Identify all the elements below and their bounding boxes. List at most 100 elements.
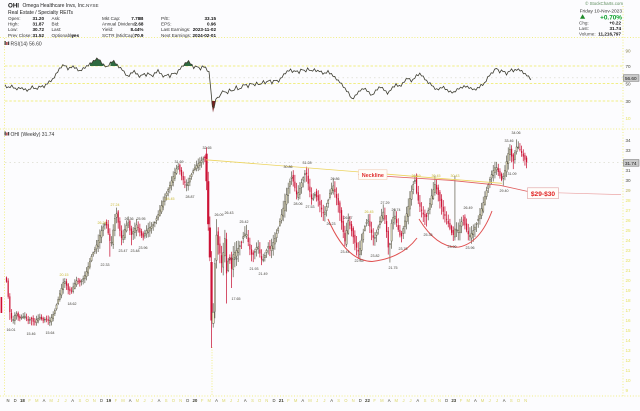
svg-text:12: 12 — [626, 358, 632, 363]
svg-text:S: S — [510, 398, 513, 403]
svg-text:J: J — [64, 398, 66, 403]
svg-text:A: A — [244, 398, 247, 403]
svg-text:21.93: 21.93 — [250, 267, 259, 271]
svg-text:Omega Healthcare Invs, Inc.: Omega Healthcare Invs, Inc. — [23, 3, 86, 9]
svg-text:20.29: 20.29 — [229, 257, 238, 261]
svg-text:2.68: 2.68 — [135, 22, 144, 27]
svg-text:15.46: 15.46 — [27, 332, 36, 336]
svg-text:31: 31 — [626, 168, 632, 173]
svg-text:F: F — [460, 398, 463, 403]
svg-text:$29-$30: $29-$30 — [531, 191, 556, 198]
svg-text:J: J — [237, 398, 239, 403]
svg-text:23.44: 23.44 — [341, 250, 350, 254]
svg-text:56.60: 56.60 — [625, 76, 637, 81]
svg-text:J: J — [151, 398, 153, 403]
svg-text:N: N — [524, 398, 527, 403]
svg-text:70.9: 70.9 — [135, 33, 144, 38]
svg-text:26.49: 26.49 — [464, 206, 473, 210]
svg-text:31.74: 31.74 — [625, 161, 637, 166]
svg-text:23: 23 — [451, 398, 456, 403]
svg-text:M: M — [35, 398, 39, 403]
svg-text:O: O — [85, 398, 89, 403]
svg-text:M: M — [308, 398, 312, 403]
svg-text:26: 26 — [626, 218, 632, 223]
svg-text:Volume:: Volume: — [579, 31, 596, 36]
svg-text:D: D — [272, 398, 275, 403]
svg-text:10: 10 — [626, 116, 632, 121]
svg-text:23.47: 23.47 — [119, 249, 128, 253]
svg-text:29: 29 — [626, 188, 632, 193]
svg-text:23.96: 23.96 — [466, 246, 475, 250]
svg-text:25.42: 25.42 — [240, 220, 249, 224]
svg-text:32.65: 32.65 — [203, 146, 212, 150]
svg-text:31.52: 31.52 — [33, 33, 45, 38]
svg-text:O: O — [517, 398, 521, 403]
svg-text:25.95: 25.95 — [137, 217, 146, 221]
svg-text:26.45: 26.45 — [365, 210, 374, 214]
svg-text:31.74: 31.74 — [610, 26, 622, 31]
svg-text:Ask:: Ask: — [52, 16, 61, 21]
svg-text:30: 30 — [626, 178, 632, 183]
svg-text:23.96: 23.96 — [139, 246, 148, 250]
svg-text:J: J — [316, 398, 318, 403]
svg-text:P/E:: P/E: — [161, 16, 170, 21]
svg-text:30: 30 — [626, 99, 632, 104]
svg-text:D: D — [186, 398, 189, 403]
svg-text:+0.22: +0.22 — [609, 20, 621, 25]
svg-text:11,216,797: 11,216,797 — [598, 31, 621, 36]
svg-text:D: D — [359, 398, 362, 403]
svg-text:17: 17 — [626, 308, 632, 313]
svg-text:A: A — [158, 398, 161, 403]
svg-text:31.87: 31.87 — [33, 22, 45, 27]
svg-text:OHI (Weekly) 31.74: OHI (Weekly) 31.74 — [11, 132, 55, 138]
svg-text:M: M — [380, 398, 384, 403]
svg-text:28.45: 28.45 — [166, 197, 175, 201]
svg-text:17.65: 17.65 — [232, 297, 241, 301]
svg-text:14: 14 — [626, 338, 632, 343]
svg-text:15.64: 15.64 — [46, 331, 55, 335]
svg-text:7.78B: 7.78B — [131, 16, 144, 21]
svg-text:9: 9 — [626, 388, 629, 393]
svg-text:26.74: 26.74 — [392, 208, 401, 212]
svg-text:34.06: 34.06 — [512, 131, 521, 135]
svg-text:Bid:: Bid: — [52, 22, 60, 27]
svg-text:N: N — [265, 398, 268, 403]
svg-text:11: 11 — [626, 368, 631, 373]
svg-text:O: O — [431, 398, 435, 403]
svg-text:23.90: 23.90 — [448, 245, 457, 249]
svg-text:33.46: 33.46 — [505, 139, 514, 143]
svg-text:J: J — [489, 398, 491, 403]
svg-text:22.35: 22.35 — [355, 259, 364, 263]
svg-text:27.24: 27.24 — [111, 203, 120, 207]
svg-text:A: A — [388, 398, 391, 403]
svg-text:Optionable:: Optionable: — [52, 33, 76, 38]
svg-text:S: S — [165, 398, 168, 403]
svg-text:Real Estate / Specialty REITs: Real Estate / Specialty REITs — [8, 10, 74, 16]
svg-text:M: M — [222, 398, 226, 403]
svg-text:30.43: 30.43 — [451, 174, 460, 178]
svg-text:N: N — [6, 398, 9, 403]
svg-text:A: A — [215, 398, 218, 403]
svg-text:18: 18 — [20, 398, 25, 403]
svg-text:M: M — [466, 398, 470, 403]
svg-text:M: M — [121, 398, 125, 403]
svg-text:O: O — [344, 398, 348, 403]
svg-text:N: N — [179, 398, 182, 403]
svg-text:16.01: 16.01 — [7, 328, 16, 332]
svg-text:33.15: 33.15 — [205, 16, 217, 21]
svg-text:27: 27 — [626, 208, 632, 213]
svg-text:D: D — [100, 398, 103, 403]
svg-text:26.09: 26.09 — [215, 213, 224, 217]
svg-text:2024-02-01: 2024-02-01 — [193, 33, 217, 38]
svg-text:M: M — [481, 398, 485, 403]
svg-text:15: 15 — [626, 328, 632, 333]
svg-text:8.44%: 8.44% — [130, 27, 143, 32]
svg-text:21: 21 — [626, 268, 632, 273]
svg-text:A: A — [71, 398, 74, 403]
svg-text:+0.70%: +0.70% — [600, 14, 622, 21]
svg-text:29.86: 29.86 — [331, 177, 340, 181]
svg-text:EPS:: EPS: — [161, 22, 171, 27]
svg-text:20.15: 20.15 — [60, 273, 69, 277]
svg-text:28.87: 28.87 — [186, 195, 195, 199]
svg-text:23.48: 23.48 — [131, 249, 140, 253]
